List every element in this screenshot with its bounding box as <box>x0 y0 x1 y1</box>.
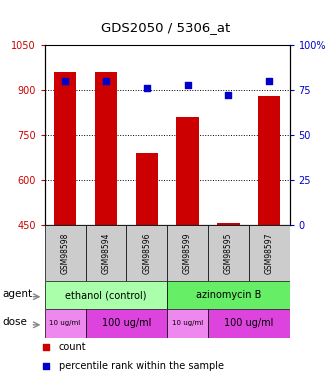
Bar <box>167 309 208 338</box>
Bar <box>208 309 290 338</box>
Bar <box>85 225 126 281</box>
Text: ethanol (control): ethanol (control) <box>65 290 147 300</box>
Text: 100 ug/ml: 100 ug/ml <box>102 318 151 328</box>
Text: GDS2050 / 5306_at: GDS2050 / 5306_at <box>101 21 230 34</box>
Text: 10 ug/ml: 10 ug/ml <box>49 320 81 326</box>
Bar <box>258 96 280 225</box>
Bar <box>126 225 167 281</box>
Text: 100 ug/ml: 100 ug/ml <box>224 318 273 328</box>
Text: agent: agent <box>2 289 32 299</box>
Bar <box>85 309 167 338</box>
Text: GSM98597: GSM98597 <box>265 232 274 274</box>
Bar <box>249 225 290 281</box>
Text: GSM98595: GSM98595 <box>224 232 233 274</box>
Text: GSM98598: GSM98598 <box>61 232 70 274</box>
Bar <box>54 72 76 225</box>
Text: dose: dose <box>2 317 27 327</box>
Bar <box>95 72 117 225</box>
Point <box>63 78 68 84</box>
Bar <box>135 153 158 225</box>
Point <box>144 85 149 91</box>
Bar <box>45 225 85 281</box>
Point <box>43 344 49 350</box>
Bar <box>167 225 208 281</box>
Text: count: count <box>59 342 87 352</box>
Bar <box>45 281 167 309</box>
Point <box>43 363 49 369</box>
Bar <box>167 281 290 309</box>
Bar <box>217 224 240 225</box>
Text: GSM98599: GSM98599 <box>183 232 192 274</box>
Point <box>185 82 190 88</box>
Point <box>226 92 231 98</box>
Text: GSM98596: GSM98596 <box>142 232 151 274</box>
Bar <box>45 309 85 338</box>
Bar <box>208 225 249 281</box>
Point <box>266 78 272 84</box>
Text: 10 ug/ml: 10 ug/ml <box>172 320 203 326</box>
Bar <box>176 117 199 225</box>
Text: percentile rank within the sample: percentile rank within the sample <box>59 361 224 370</box>
Text: GSM98594: GSM98594 <box>101 232 111 274</box>
Text: azinomycin B: azinomycin B <box>196 290 261 300</box>
Point <box>103 78 109 84</box>
